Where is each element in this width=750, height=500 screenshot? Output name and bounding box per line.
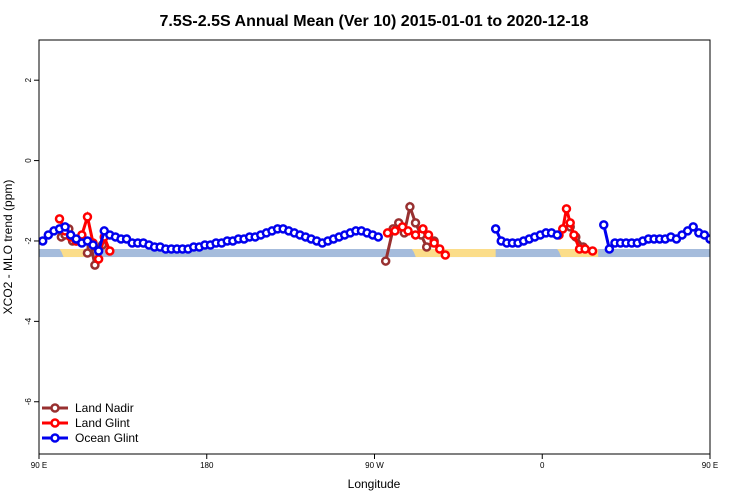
ocean-glint-point: [740, 231, 747, 238]
land-glint-point: [569, 230, 579, 240]
land-glint-point: [410, 230, 421, 240]
land-nadir-point: [380, 256, 391, 266]
ocean-glint-point: [734, 227, 741, 234]
legend-item-land-nadir: Land Nadir: [42, 401, 134, 415]
legend-item-ocean-glint: Ocean Glint: [42, 431, 139, 445]
land-glint-point: [580, 244, 590, 254]
ocean-glint-point: [712, 239, 719, 246]
ocean-glint-point: [688, 222, 698, 232]
x-tick-label: 90 E: [702, 461, 718, 470]
y-tick-label: -2: [24, 237, 33, 245]
ocean-glint-point: [718, 237, 725, 244]
ocean-glint-point: [88, 240, 98, 250]
land-glint-point: [738, 231, 745, 238]
land-glint-point: [93, 254, 104, 264]
land-glint-point: [382, 228, 393, 238]
land-nadir-line: [732, 231, 750, 265]
land-glint-point: [561, 204, 572, 214]
x-axis: 90 E 180 90 W 0 90 E: [31, 454, 718, 470]
land-nadir-point: [729, 233, 736, 240]
land-glint-point: [744, 237, 750, 244]
land-glint-point: [418, 224, 428, 234]
land-glint-point: [565, 218, 575, 228]
chart-title: 7.5S-2.5S Annual Mean (Ver 10) 2015-01-0…: [160, 13, 589, 30]
land-nadir-point: [405, 202, 415, 212]
land-nadir-point: [421, 242, 432, 252]
x-tick-label: 0: [540, 461, 545, 470]
land-nadir-point: [736, 227, 743, 234]
legend-label: Ocean Glint: [75, 431, 139, 445]
x-tick-label: 90 E: [31, 461, 47, 470]
ocean-glint-point: [746, 233, 750, 240]
land-glint-point: [733, 227, 740, 234]
land-glint-point: [82, 212, 93, 222]
ocean-band: [39, 249, 710, 258]
x-tick-label: 90 W: [365, 461, 384, 470]
ocean-glint-point: [373, 232, 383, 242]
y-axis: -6 -4 -2 0 2: [24, 77, 39, 405]
legend-swatch-marker: [50, 418, 60, 428]
ocean-glint-point: [39, 236, 48, 246]
land-glint-point: [440, 250, 451, 260]
series-land-glint: [54, 204, 750, 265]
ocean-glint-point: [723, 241, 730, 248]
legend-label: Land Glint: [75, 416, 130, 430]
land-glint-point: [429, 238, 439, 248]
band-layer: [39, 249, 750, 258]
land-band-segment: [411, 249, 496, 258]
y-tick-label: -6: [24, 398, 33, 406]
legend-label: Land Nadir: [75, 401, 134, 415]
series-ocean-glint: [39, 220, 750, 256]
land-glint-line: [731, 217, 750, 259]
land-glint-point: [587, 246, 598, 256]
y-axis-label: XCO2 - MLO trend (ppm): [1, 180, 15, 315]
land-glint-point: [434, 244, 445, 254]
y-tick-label: 2: [24, 77, 33, 82]
ocean-glint-point: [552, 230, 562, 240]
ocean-glint-line: [709, 238, 710, 241]
ocean-glint-point: [599, 220, 609, 230]
land-glint-point: [390, 226, 400, 236]
y-tick-label: 0: [24, 158, 33, 163]
ocean-glint-point: [705, 234, 710, 244]
land-glint-point: [423, 230, 434, 240]
series-layer: [39, 201, 750, 270]
land-nadir-point: [744, 237, 750, 244]
land-glint-point: [403, 226, 413, 236]
land-glint-point: [727, 215, 734, 222]
ocean-glint-point: [490, 224, 501, 234]
x-tick-label: 180: [200, 461, 214, 470]
land-glint-point: [54, 214, 65, 224]
y-tick-label: -4: [24, 317, 33, 325]
plot-area: [39, 201, 750, 270]
ocean-glint-point: [93, 246, 104, 256]
ocean-glint-point: [729, 248, 736, 255]
x-axis-label: Longitude: [348, 477, 401, 491]
land-glint-point: [105, 246, 115, 256]
ocean-glint-point: [60, 222, 70, 232]
land-nadir-point: [410, 218, 421, 228]
land-glint-point: [558, 224, 568, 234]
legend-swatch-marker: [50, 433, 60, 443]
legend-swatch-marker: [50, 403, 60, 413]
land-band-segment: [731, 249, 750, 257]
legend-item-land-glint: Land Glint: [42, 416, 130, 430]
ocean-glint-point: [604, 244, 615, 254]
